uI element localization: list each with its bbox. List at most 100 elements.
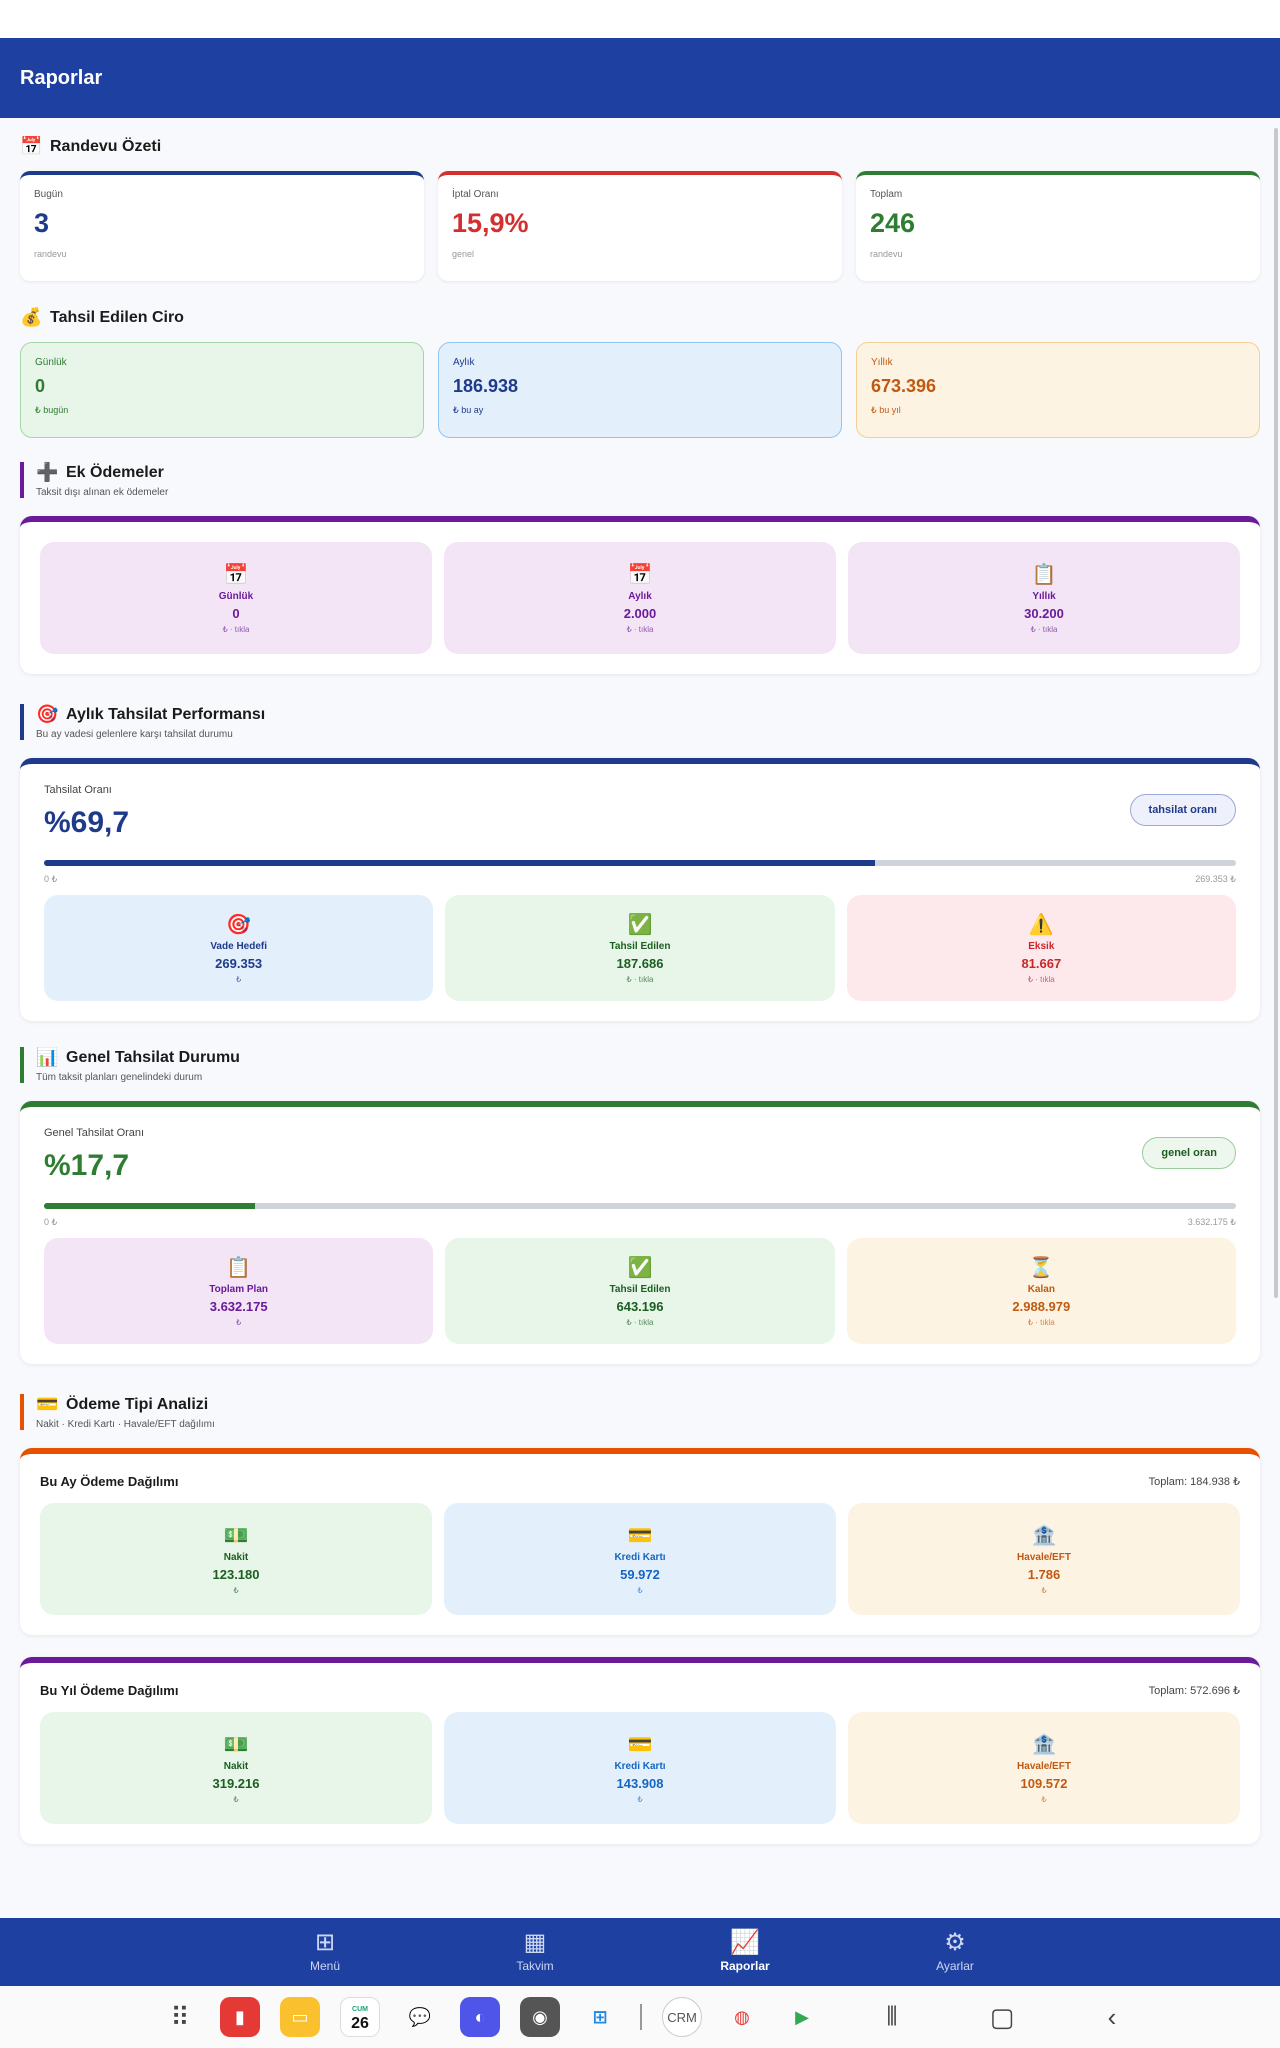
range-min: 0 ₺: [44, 874, 58, 884]
tile-sub: ₺ · tıkla: [1030, 625, 1058, 634]
tile-value: 143.908: [616, 1776, 664, 1791]
tile-collected[interactable]: ✅ Tahsil Edilen 187.686 ₺ · tıkla: [445, 895, 835, 1001]
range-max: 3.632.175 ₺: [1187, 1217, 1236, 1227]
extra-payments-header: ➕ Ek Ödemeler Taksit dışı alınan ek ödem…: [20, 462, 1260, 498]
extra-tile-yearly[interactable]: 📋 Yıllık 30.200 ₺ · tıkla: [848, 542, 1240, 654]
rate-pill[interactable]: tahsilat oranı: [1129, 794, 1236, 826]
progress-fill: [44, 1203, 255, 1209]
flipboard-app-icon[interactable]: ▮: [220, 1997, 260, 2037]
nav-item-reports[interactable]: 📈 Raporlar: [640, 1918, 850, 1986]
credit-card-icon: 💳: [36, 1394, 59, 1414]
revenue-value: 0: [35, 376, 46, 396]
tile-sub: ₺: [233, 1795, 239, 1804]
tile-total-plan[interactable]: 📋 Toplam Plan 3.632.175 ₺: [44, 1238, 434, 1344]
revenue-value: 186.938: [453, 376, 519, 396]
revenue-card-yearly[interactable]: Yıllık 673.396 ₺ bu yıl: [856, 342, 1260, 438]
tile-credit-card[interactable]: 💳 Kredi Kartı 143.908 ₺: [444, 1712, 836, 1824]
monthly-subtitle: Bu ay vadesi gelenlere karşı tahsilat du…: [36, 729, 233, 740]
bank-icon: 🏦: [1031, 1525, 1057, 1547]
calendar-app-icon[interactable]: CUM 26: [340, 1997, 380, 2037]
extra-tile-monthly[interactable]: 📅 Aylık 2.000 ₺ · tıkla: [444, 542, 836, 654]
kpi-card-cancel-rate[interactable]: İptal Oranı 15,9% genel: [438, 171, 842, 281]
tile-cash[interactable]: 💵 Nakit 123.180 ₺: [40, 1503, 432, 1615]
appointments-header: 📅 Randevu Özeti: [20, 136, 1260, 157]
tile-wire-transfer[interactable]: 🏦 Havale/EFT 109.572 ₺: [848, 1712, 1240, 1824]
tile-sub: ₺: [1041, 1586, 1047, 1595]
camera-app-icon[interactable]: ◉: [520, 1997, 560, 2037]
nav-item-settings[interactable]: ⚙ Ayarlar: [850, 1918, 1060, 1986]
general-progress-bar: [44, 1203, 1236, 1209]
tile-cash[interactable]: 💵 Nakit 319.216 ₺: [40, 1712, 432, 1824]
tile-value: 30.200: [1024, 606, 1064, 621]
tile-label: Günlük: [218, 591, 254, 602]
credit-card-icon: 💳: [627, 1734, 653, 1756]
kpi-card-today[interactable]: Bugün 3 randevu: [20, 171, 424, 281]
calendar-weekday: CUM: [352, 2006, 368, 2013]
tile-due-target[interactable]: 🎯 Vade Hedefi 269.353 ₺: [44, 895, 434, 1001]
reports-content[interactable]: 📅 Randevu Özeti Bugün 3 randevu İptal Or…: [0, 118, 1280, 1920]
month-distribution-panel: Bu Ay Ödeme Dağılımı Toplam: 184.938 ₺ 💵…: [20, 1448, 1260, 1635]
money-bag-icon: 💰: [20, 307, 43, 327]
rate-pill[interactable]: genel oran: [1142, 1137, 1236, 1169]
range-max: 269.353 ₺: [1195, 874, 1236, 884]
recent-apps-icon[interactable]: ⦀: [886, 2001, 898, 2031]
tile-label: Vade Hedefi: [210, 941, 268, 952]
crm-app-icon[interactable]: CRM: [662, 1997, 702, 2037]
revenue-label: Aylık: [453, 357, 475, 368]
tile-credit-card[interactable]: 💳 Kredi Kartı 59.972 ₺: [444, 1503, 836, 1615]
chrome-app-icon[interactable]: ◍: [722, 1997, 762, 2037]
tile-remaining[interactable]: ⏳ Kalan 2.988.979 ₺ · tıkla: [846, 1238, 1236, 1344]
check-icon: ✅: [627, 914, 653, 936]
tile-label: Yıllık: [1032, 591, 1056, 602]
tile-value: 109.572: [1020, 1776, 1068, 1791]
monthly-performance-header: 🎯 Aylık Tahsilat Performansı Bu ay vades…: [20, 704, 1260, 740]
tile-label: Havale/EFT: [1017, 1552, 1071, 1563]
tile-label: Eksik: [1028, 941, 1055, 952]
banknote-icon: 💵: [223, 1525, 249, 1547]
scrollbar[interactable]: [1274, 128, 1278, 1298]
tile-value: 81.667: [1021, 956, 1062, 971]
kpi-card-total[interactable]: Toplam 246 randevu: [856, 171, 1260, 281]
distribution-title: Bu Yıl Ödeme Dağılımı: [40, 1683, 179, 1698]
revenue-card-monthly[interactable]: Aylık 186.938 ₺ bu ay: [438, 342, 842, 438]
tile-missing[interactable]: ⚠️ Eksik 81.667 ₺ · tıkla: [846, 895, 1236, 1001]
rate-value: %17,7: [44, 1149, 130, 1182]
crm-label: CRM: [667, 2009, 697, 2025]
tile-label: Tahsil Edilen: [609, 941, 671, 952]
distribution-title: Bu Ay Ödeme Dağılımı: [40, 1474, 179, 1489]
tile-wire-transfer[interactable]: 🏦 Havale/EFT 1.786 ₺: [848, 1503, 1240, 1615]
target-icon: 🎯: [36, 704, 59, 724]
back-icon[interactable]: ‹: [1107, 2001, 1117, 2032]
revenue-label: Günlük: [35, 357, 67, 368]
tile-sub: ₺ · tıkla: [626, 975, 654, 984]
clipboard-icon: 📋: [226, 1257, 252, 1279]
revenue-card-daily[interactable]: Günlük 0 ₺ bugün: [20, 342, 424, 438]
tile-value: 59.972: [620, 1567, 660, 1582]
tile-value: 643.196: [616, 1299, 664, 1314]
apps-grid-icon[interactable]: ⠿: [170, 2001, 190, 2032]
nav-item-menu[interactable]: ⊞ Menü: [220, 1918, 430, 1986]
tile-label: Tahsil Edilen: [609, 1284, 671, 1295]
tile-collected[interactable]: ✅ Tahsil Edilen 643.196 ₺ · tıkla: [445, 1238, 835, 1344]
nav-item-calendar[interactable]: ▦ Takvim: [430, 1918, 640, 1986]
rate-label: Genel Tahsilat Oranı: [44, 1127, 145, 1139]
bank-icon: 🏦: [1031, 1734, 1057, 1756]
bottom-navigation: ⊞ Menü ▦ Takvim 📈 Raporlar ⚙ Ayarlar: [0, 1918, 1280, 1986]
revenue-title: Tahsil Edilen Ciro: [50, 308, 184, 326]
windows-app-icon[interactable]: ⊞: [580, 1997, 620, 2037]
tile-sub: ₺ · tıkla: [1027, 1318, 1055, 1327]
tile-label: Aylık: [628, 591, 652, 602]
tile-value: 187.686: [616, 956, 664, 971]
rate-label: Tahsilat Oranı: [44, 784, 112, 796]
extra-title: Ek Ödemeler: [66, 463, 164, 481]
home-icon[interactable]: ▢: [989, 2001, 1015, 2032]
tile-value: 0: [232, 606, 240, 621]
messages-app-icon[interactable]: 💬: [400, 1997, 440, 2037]
browser-app-icon[interactable]: ◐: [460, 1997, 500, 2037]
bar-chart-icon: 📊: [36, 1047, 59, 1067]
play-store-app-icon[interactable]: ▶: [782, 1997, 822, 2037]
folder-app-icon[interactable]: ▭: [280, 1997, 320, 2037]
taskbar-divider: [640, 2004, 642, 2030]
general-status-panel: Genel Tahsilat Oranı %17,7 genel oran 0 …: [20, 1101, 1260, 1364]
extra-tile-daily[interactable]: 📅 Günlük 0 ₺ · tıkla: [40, 542, 432, 654]
